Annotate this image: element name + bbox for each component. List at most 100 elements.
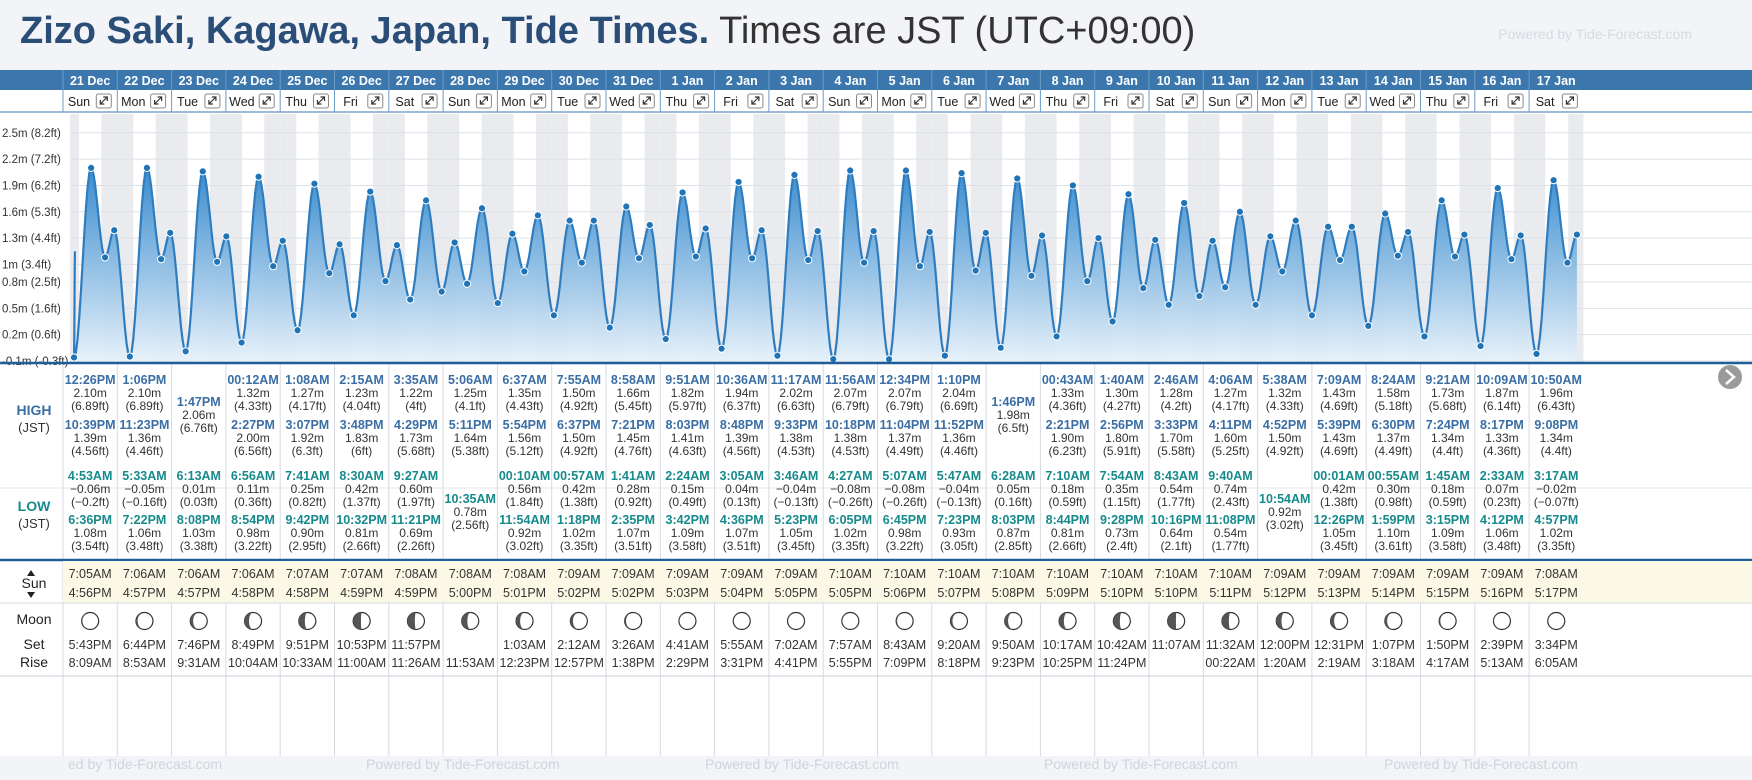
sunrise-time: 7:10AM [992,567,1035,581]
low-tide-feet: (0.36ft) [234,495,272,509]
date-label: 15 Jan [1428,74,1467,88]
tide-point [940,351,949,360]
high-tide-feet: (4.69ft) [1320,399,1358,413]
date-label: 16 Jan [1482,74,1521,88]
sunrise-time: 7:09AM [666,567,709,581]
low-tide-feet: (3.35ft) [1537,539,1575,553]
tide-point [1124,190,1133,199]
scroll-right-button[interactable] [1718,365,1742,389]
sunrise-time: 7:10AM [1209,567,1252,581]
low-tide-time: 5:33AM [122,469,166,483]
high-tide-feet: (5.97ft) [668,399,706,413]
high-tide-meters: 1.34m [1540,431,1573,445]
moon-set-time: 6:44PM [123,638,166,652]
high-tide-feet: (4.1ft) [455,399,486,413]
high-tide-time: 5:54PM [503,418,547,432]
high-tide-meters: 1.27m [1214,386,1247,400]
moon-set-time: 7:02AM [775,638,818,652]
tide-point [748,254,757,263]
low-tide-time: 8:54PM [231,513,275,527]
tide-point [860,258,869,267]
low-tide-feet: (1.84ft) [506,495,544,509]
high-tide-meters: 1.73m [1431,386,1464,400]
high-tide-meters: 1.70m [1159,431,1192,445]
high-tide-feet: (5.58ft) [1157,444,1195,458]
low-tide-meters: 0.18m [1051,482,1084,496]
sunrise-time: 7:05AM [69,567,112,581]
tide-point [87,163,96,172]
tide-point [493,298,502,308]
high-tide-time: 1:40AM [1100,373,1144,387]
tide-point [1307,311,1317,320]
low-tide-meters: 0.90m [291,526,324,540]
moon-set-time: 8:43AM [883,638,926,652]
y-tick-label: 1.3m (4.4ft) [2,233,61,245]
expand-arrows-icon [316,96,326,105]
low-tide-meters: 1.05m [779,526,812,540]
high-tide-meters: 1.50m [1268,431,1301,445]
moon-phase-shade [1276,612,1285,630]
high-tide-time: 4:52PM [1263,418,1307,432]
tide-point [634,254,644,263]
moon-label: Moon [16,611,51,627]
y-tick-label: 1.9m (6.2ft) [2,180,61,192]
date-label: 2 Jan [726,74,758,88]
sunrise-time: 7:06AM [177,567,220,581]
high-tide-feet: (6ft) [351,444,372,458]
tide-point [813,226,822,236]
moon-phase-shade [135,612,145,630]
high-tide-feet: (5.45ft) [614,399,652,413]
moon-rise-time: 5:55PM [829,656,872,670]
low-tide-feet: (3.51ft) [614,539,652,553]
low-tide-feet: (2.1ft) [1160,539,1191,553]
low-tide-feet: (2.26ft) [397,539,435,553]
high-tide-feet: (6.5ft) [998,421,1029,435]
low-tide-time: 6:05PM [828,513,872,527]
high-tide-feet: (4.53ft) [831,444,869,458]
high-tide-feet: (4.46ft) [940,444,978,458]
tide-point [1364,321,1373,330]
moon-set-label: Set [23,636,44,652]
low-tide-time: 3:05AM [720,469,764,483]
tide-point [366,187,375,196]
expand-arrows-icon [1565,96,1574,105]
expand-arrows-icon [262,96,271,105]
tide-point [381,277,390,286]
date-label: 11 Jan [1211,74,1249,88]
expand-arrows-icon [751,96,760,105]
sunset-time: 5:01PM [503,586,546,600]
high-tide-time: 2:15AM [339,373,383,387]
low-tide-time: 8:03PM [991,513,1035,527]
weekday-label: Sun [68,95,90,109]
y-tick-label: 1.6m (5.3ft) [2,207,61,219]
tide-point [110,226,119,235]
high-tide-time: 10:36AM [716,373,767,387]
high-label: HIGH [17,402,52,418]
moon-set-time: 10:53PM [337,638,387,652]
y-tick-label: 0.5m (1.6ft) [2,303,61,315]
high-tide-feet: (4.43ft) [506,399,544,413]
high-tide-feet: (6.23ft) [1049,444,1087,458]
low-tide-time: 9:28PM [1100,513,1144,527]
moon-set-time: 11:07AM [1152,638,1201,652]
moon-set-time: 2:39PM [1480,638,1523,652]
low-tide-meters: 0.92m [508,526,541,540]
high-tide-feet: (4ft) [405,399,426,413]
date-label: 29 Dec [504,74,544,88]
low-tide-meters: 0.35m [1105,482,1138,496]
tide-point [1266,232,1275,241]
tide-point [1381,209,1390,218]
high-tide-time: 3:48PM [340,418,384,432]
low-tide-time: 6:45PM [883,513,927,527]
moon-phase-shade [624,612,634,630]
low-tide-meters: 0.81m [345,526,378,540]
moon-set-time: 1:03AM [503,638,546,652]
weekday-label: Thu [1426,95,1448,109]
moon-set-time: 2:12AM [557,638,600,652]
tide-point [1420,332,1429,341]
date-label: 10 Jan [1157,74,1196,88]
moon-phase-icon [732,611,751,631]
date-header-band [0,70,1752,90]
low-tide-meters: 0.05m [997,482,1030,496]
tide-point [645,220,654,230]
